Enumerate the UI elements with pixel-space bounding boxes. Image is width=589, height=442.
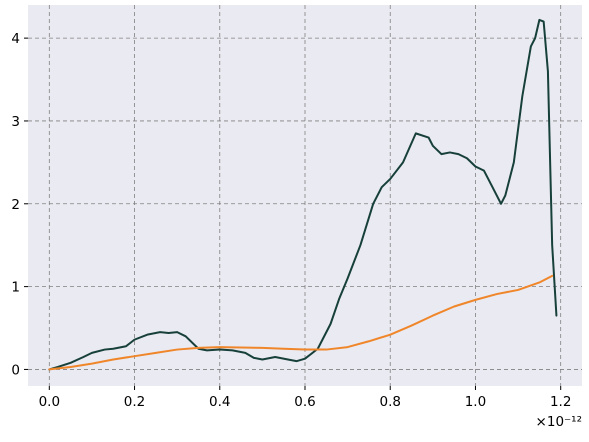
y-tick-label-2: 2: [11, 197, 20, 213]
series-line-0: [48, 18, 558, 371]
x-tick-label-6: 1.2: [550, 394, 571, 410]
y-tick-label-0: 0: [11, 362, 20, 378]
x-tick-label-3: 0.6: [294, 394, 315, 410]
x-tick-label-1: 0.2: [124, 394, 145, 410]
x-tick-label-2: 0.4: [209, 394, 230, 410]
y-tick-label-4: 4: [11, 31, 20, 47]
x-axis-scale-label: ×10⁻¹²: [536, 414, 582, 430]
x-tick-label-4: 0.8: [379, 394, 400, 410]
x-tick-label-5: 1.0: [465, 394, 486, 410]
y-tick-label-1: 1: [11, 280, 20, 296]
y-tick-label-3: 3: [11, 114, 20, 130]
x-tick-label-0: 0.0: [39, 394, 60, 410]
series-line-1: [48, 274, 554, 371]
